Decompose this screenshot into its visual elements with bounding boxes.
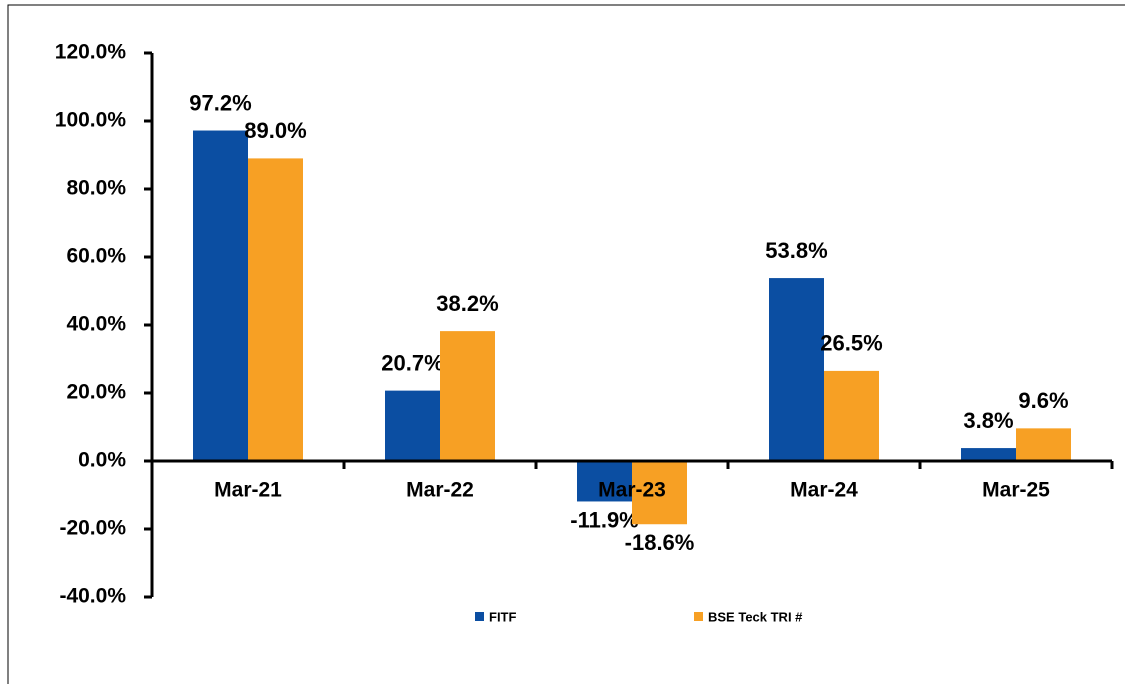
x-tick-label: Mar-23: [598, 479, 666, 502]
value-label: -11.9%: [570, 507, 639, 532]
bar: [248, 158, 303, 461]
y-tick-label: 120.0%: [55, 41, 127, 64]
value-label: 20.7%: [381, 350, 443, 375]
value-label: 26.5%: [820, 331, 882, 356]
legend-label: BSE Teck TRI #: [708, 609, 803, 624]
y-tick-label: 0.0%: [78, 449, 126, 472]
bar: [1016, 428, 1071, 461]
y-tick-label: 100.0%: [55, 109, 127, 132]
value-label: 9.6%: [1018, 388, 1068, 413]
value-label: -18.6%: [625, 530, 695, 555]
value-label: 97.2%: [189, 90, 251, 115]
x-tick-label: Mar-21: [214, 479, 282, 502]
y-tick-label: 40.0%: [66, 313, 126, 336]
bar: [440, 331, 495, 461]
value-label: 53.8%: [765, 238, 827, 263]
frame: [7, 4, 1125, 684]
legend-label: FITF: [489, 609, 516, 624]
legend-swatch: [694, 612, 703, 621]
y-tick-label: 60.0%: [66, 245, 126, 268]
value-label: 3.8%: [963, 408, 1013, 433]
bar: [577, 461, 632, 502]
y-tick-label: -20.0%: [59, 517, 126, 540]
x-tick-label: Mar-24: [790, 479, 858, 502]
bar: [961, 448, 1016, 461]
y-tick-label: -40.0%: [59, 585, 126, 608]
x-tick-label: Mar-22: [406, 479, 474, 502]
x-tick-label: Mar-25: [982, 479, 1050, 502]
value-label: 38.2%: [436, 291, 498, 316]
y-tick-label: 80.0%: [66, 177, 126, 200]
bar: [193, 130, 248, 461]
bar: [769, 278, 824, 461]
y-tick-label: 20.0%: [66, 381, 126, 404]
bar: [385, 390, 440, 461]
bar: [824, 370, 879, 461]
bar: [632, 461, 687, 525]
legend-swatch: [475, 612, 484, 621]
value-label: 89.0%: [244, 118, 306, 143]
